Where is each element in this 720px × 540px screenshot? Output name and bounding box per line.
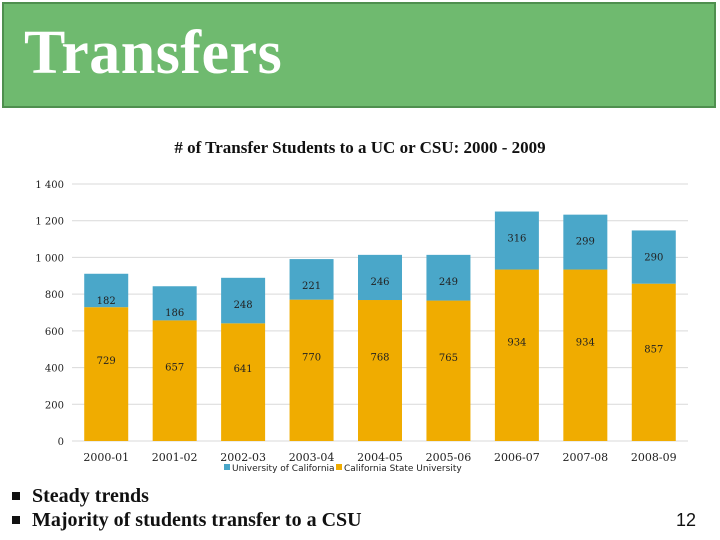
- data-label-csu: 857: [644, 344, 663, 355]
- x-tick-label: 2001-02: [152, 451, 198, 464]
- data-label-uc: 248: [234, 300, 253, 311]
- bullet-item: Steady trends: [12, 484, 362, 508]
- stacked-bar-chart: 0 200 400 600 800 1 000 1 200 1 400 729 182 2000-0…: [35, 180, 688, 474]
- bullet-text: Steady trends: [32, 485, 149, 507]
- bar-uc: [152, 286, 197, 321]
- legend-swatch-csu: [336, 464, 342, 470]
- legend-swatch-uc: [224, 464, 230, 470]
- data-label-csu: 934: [576, 337, 595, 348]
- bar-uc: [221, 277, 266, 324]
- bullet-item: Majority of students transfer to a CSU: [12, 508, 362, 532]
- y-tick-label: 200: [45, 400, 64, 411]
- x-tick-label: 2007-08: [562, 451, 608, 464]
- bar-uc: [358, 254, 402, 301]
- chart-title: # of Transfer Students to a UC or CSU: 2…: [174, 138, 546, 157]
- bar-csu: [358, 300, 402, 441]
- square-bullet-icon: [12, 492, 20, 500]
- data-label-uc: 316: [507, 234, 526, 245]
- data-label-csu: 641: [234, 364, 253, 375]
- bar-uc: [494, 211, 539, 270]
- bar-csu: [631, 283, 676, 441]
- data-label-csu: 657: [165, 363, 184, 374]
- bar-csu: [221, 323, 266, 441]
- y-tick-label: 600: [45, 327, 64, 338]
- bullet-text: Majority of students transfer to a CSU: [32, 509, 362, 531]
- bar-uc: [563, 214, 608, 270]
- data-label-uc: 299: [576, 237, 595, 248]
- square-bullet-icon: [12, 516, 20, 524]
- data-label-csu: 768: [370, 353, 389, 364]
- x-tick-label: 2000-01: [83, 451, 129, 464]
- data-label-uc: 246: [370, 277, 389, 288]
- data-label-uc: 182: [97, 296, 116, 307]
- data-label-csu: 729: [97, 356, 116, 367]
- bar-uc: [631, 230, 676, 284]
- y-tick-label: 800: [45, 290, 64, 301]
- page-number: 12: [676, 510, 697, 530]
- bar-uc: [84, 273, 129, 308]
- x-tick-label: 2006-07: [494, 451, 540, 464]
- bar-csu: [494, 269, 539, 441]
- y-tick-label: 400: [45, 364, 64, 375]
- bar-uc: [289, 259, 334, 300]
- y-tick-label: 1 000: [35, 253, 64, 264]
- bar-csu: [289, 299, 334, 441]
- bar-csu: [152, 320, 197, 441]
- bullet-list: Steady trends Majority of students trans…: [12, 484, 362, 532]
- bar-csu: [84, 307, 129, 441]
- bar-uc: [426, 254, 471, 301]
- legend-label-csu: California State University: [344, 464, 462, 474]
- x-tick-label: 2005-06: [426, 451, 472, 464]
- data-label-csu: 765: [439, 353, 458, 364]
- x-tick-label: 2008-09: [631, 451, 677, 464]
- data-label-uc: 290: [644, 252, 663, 263]
- data-label-csu: 934: [507, 337, 526, 348]
- data-label-csu: 770: [302, 352, 321, 363]
- x-tick-label: 2003-04: [289, 451, 335, 464]
- data-label-uc: 186: [165, 308, 184, 319]
- data-label-uc: 249: [439, 277, 458, 288]
- data-label-uc: 221: [302, 281, 321, 292]
- x-tick-label: 2002-03: [220, 451, 266, 464]
- title-bar: Transfers: [2, 2, 716, 108]
- y-tick-label: 1 200: [35, 217, 64, 228]
- bar-csu: [563, 269, 608, 441]
- slide-title: Transfers: [24, 19, 283, 87]
- y-tick-label: 1 400: [35, 180, 64, 191]
- bar-csu: [426, 300, 471, 441]
- y-tick-label: 0: [58, 437, 64, 448]
- x-tick-label: 2004-05: [357, 451, 403, 464]
- legend-label-uc: University of California: [232, 464, 335, 474]
